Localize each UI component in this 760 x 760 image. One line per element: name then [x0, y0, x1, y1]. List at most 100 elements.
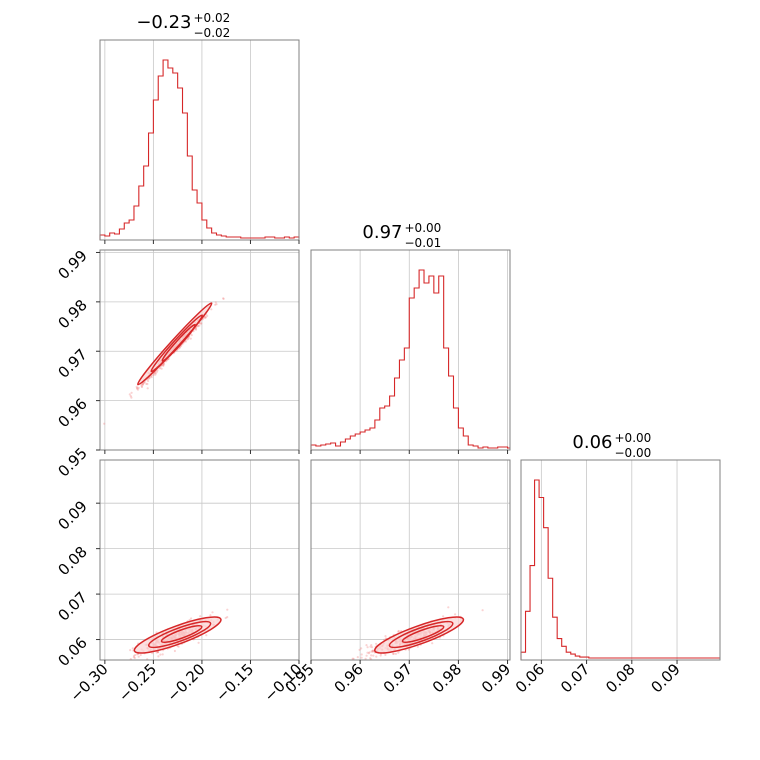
sample-point: [198, 324, 201, 327]
sample-point: [226, 608, 229, 611]
sample-point: [136, 387, 139, 390]
sample-point: [370, 650, 373, 653]
sample-point: [367, 652, 370, 655]
sample-point: [384, 635, 387, 638]
sample-point: [364, 657, 367, 660]
sample-point: [184, 340, 187, 343]
sample-point: [133, 654, 136, 657]
sample-point: [139, 653, 142, 657]
sample-point: [356, 656, 359, 659]
contour-level-3: [161, 323, 196, 362]
sample-point: [188, 618, 191, 622]
sample-point: [394, 652, 397, 656]
sample-point: [160, 367, 163, 370]
sample-point: [371, 646, 374, 649]
x-tick-label: 0.98: [429, 660, 465, 696]
sample-point: [360, 647, 363, 650]
sample-point: [391, 652, 395, 655]
sample-point: [222, 297, 225, 300]
y-tick-label: 0.07: [54, 588, 90, 624]
sample-point: [147, 379, 150, 383]
sample-point: [454, 613, 457, 616]
y-tick-label: 0.95: [54, 444, 90, 480]
sample-point: [199, 615, 202, 618]
sample-point: [365, 654, 368, 657]
panel-frame: [99, 249, 300, 451]
sample-point: [407, 648, 410, 651]
x-tick-label: 0.06: [512, 660, 548, 696]
hist-panel-3: 0.06 +0.00−0.00: [520, 431, 721, 664]
contour-level-3: [160, 624, 203, 644]
sample-point: [200, 322, 203, 325]
hist-line-2: [310, 269, 510, 450]
sample-point: [154, 372, 158, 375]
y-tick-label: 0.06: [54, 634, 90, 670]
panel-frame: [310, 249, 511, 451]
sample-point: [369, 657, 372, 660]
sample-point: [447, 606, 450, 609]
sample-point: [204, 316, 207, 319]
sample-point: [203, 316, 206, 319]
sample-point: [146, 382, 149, 386]
x-tick-label: 0.96: [331, 660, 367, 696]
sample-point: [156, 370, 159, 373]
sample-point: [140, 385, 144, 389]
sample-point: [226, 616, 229, 619]
panel-frame: [310, 459, 511, 661]
sample-point: [215, 303, 218, 306]
sample-point: [194, 328, 198, 331]
title-value: 0.06: [572, 432, 612, 453]
sample-point: [371, 649, 374, 652]
sample-point: [210, 308, 213, 311]
y-tick-label: 0.08: [54, 543, 90, 579]
sample-point: [162, 364, 165, 367]
contour-level-1: [374, 616, 465, 654]
sample-point: [366, 651, 369, 654]
contour-level-2: [388, 620, 454, 649]
sample-point: [146, 387, 149, 390]
sample-point: [151, 652, 154, 655]
sample-point: [141, 383, 144, 386]
sample-point: [157, 651, 160, 654]
sample-point: [190, 334, 193, 337]
sample-point: [211, 611, 214, 614]
sample-point: [156, 650, 159, 654]
sample-point: [371, 650, 374, 653]
panel-frame: [99, 39, 300, 241]
sample-point: [371, 649, 375, 652]
sample-point: [159, 653, 162, 656]
x-tick-label: 0.99: [478, 660, 514, 696]
x-tick-label: 0.97: [380, 660, 416, 696]
sample-point: [379, 654, 382, 657]
sample-point: [134, 653, 137, 657]
x-tick-labels-3: 0.06 0.07 0.08 0.09: [512, 660, 684, 696]
sample-point: [222, 297, 225, 300]
sample-point: [190, 617, 193, 620]
y-tick-label: 0.09: [54, 497, 90, 533]
y-tick-label: 0.99: [54, 247, 90, 283]
sample-point: [132, 656, 135, 659]
scatter-panel-2-0: [96, 459, 300, 664]
sample-point: [136, 653, 139, 656]
sample-point: [431, 642, 434, 645]
sample-point: [375, 642, 378, 645]
sample-point: [397, 630, 400, 633]
sample-point: [372, 654, 375, 657]
sample-point: [194, 327, 197, 330]
sample-point: [177, 645, 180, 648]
sample-point: [360, 653, 363, 656]
sample-point: [370, 644, 373, 647]
sample-point: [352, 657, 355, 660]
sample-point: [140, 385, 143, 388]
sample-point: [392, 652, 395, 656]
sample-point: [199, 322, 202, 325]
sample-point: [214, 301, 217, 304]
sample-point: [368, 651, 371, 654]
sample-point: [148, 377, 151, 380]
title-value: 0.97: [362, 222, 402, 243]
x-tick-label: −0.15: [212, 660, 257, 705]
panel-title-1: −0.23 +0.02−0.02: [136, 11, 230, 40]
x-tick-label: −0.30: [66, 660, 111, 705]
scatter-panel-1-0: [96, 249, 300, 454]
sample-point: [157, 655, 160, 658]
